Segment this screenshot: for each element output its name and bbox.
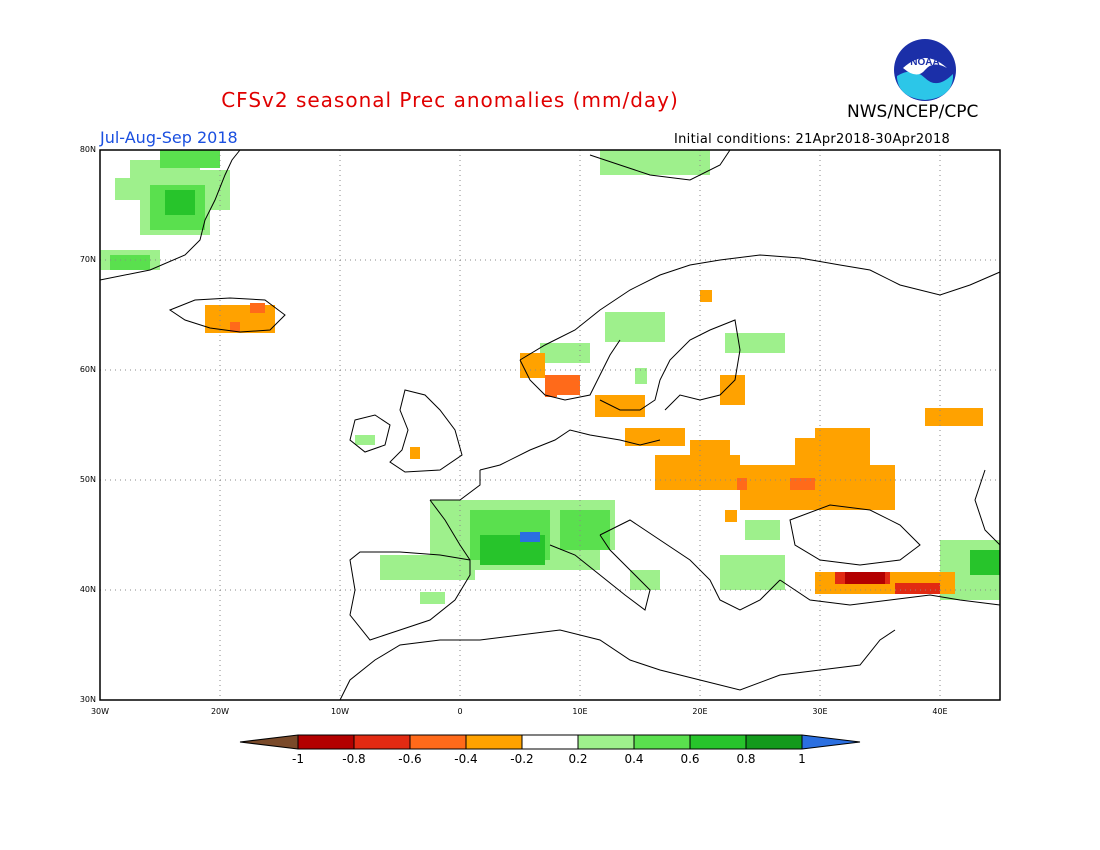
lon-label: 0 [457, 707, 463, 716]
lon-label: 30E [812, 707, 828, 716]
lat-label: 80N [79, 145, 96, 154]
colorbar-label: -0.2 [510, 752, 534, 766]
colorbar-bin-9 [746, 735, 802, 749]
colorbar-bin-2 [354, 735, 410, 749]
lat-label: 40N [79, 585, 96, 594]
graticule [100, 150, 1000, 700]
colorbar-label: 0.4 [624, 752, 644, 766]
colorbar-bin-8 [690, 735, 746, 749]
lon-label: 10E [572, 707, 588, 716]
lon-label: 20W [210, 707, 230, 716]
colorbar-label: 0.8 [736, 752, 756, 766]
colorbar-label: 1 [798, 752, 806, 766]
colorbar-bin-3 [410, 735, 466, 749]
colorbar-label: -0.4 [454, 752, 478, 766]
lon-label: 20E [692, 707, 708, 716]
colorbar-label: -1 [292, 752, 304, 766]
colorbar [239, 734, 861, 750]
colorbar-high-arrow [802, 735, 860, 749]
noaa-logo: NOAA [894, 39, 956, 101]
colorbar-bin-7 [634, 735, 690, 749]
colorbar-label: -0.8 [342, 752, 366, 766]
org-label: NWS/NCEP/CPC [847, 102, 979, 122]
lat-label: 70N [79, 255, 96, 264]
colorbar-bin-1 [298, 735, 354, 749]
season-label: Jul-Aug-Sep 2018 [100, 128, 238, 147]
colorbar-label: 0.2 [568, 752, 588, 766]
map-frame [99, 149, 1001, 701]
initial-conditions-label: Initial conditions: 21Apr2018-30Apr2018 [674, 132, 951, 147]
colorbar-bin-4 [466, 735, 522, 749]
map-title: CFSv2 seasonal Prec anomalies (mm/day) [221, 88, 679, 112]
svg-text:NOAA: NOAA [910, 57, 939, 68]
lat-label: 30N [79, 695, 96, 704]
lat-label: 60N [79, 365, 96, 374]
lat-label: 50N [79, 475, 96, 484]
lon-label: 30W [90, 707, 110, 716]
colorbar-bin-6 [578, 735, 634, 749]
lon-label: 40E [932, 707, 948, 716]
coastlines [99, 149, 1001, 701]
colorbar-bin-5 [522, 735, 578, 749]
colorbar-label: -0.6 [398, 752, 422, 766]
colorbar-low-arrow [240, 735, 298, 749]
lon-label: 10W [330, 707, 350, 716]
colorbar-label: 0.6 [680, 752, 700, 766]
map-background [100, 150, 1000, 700]
